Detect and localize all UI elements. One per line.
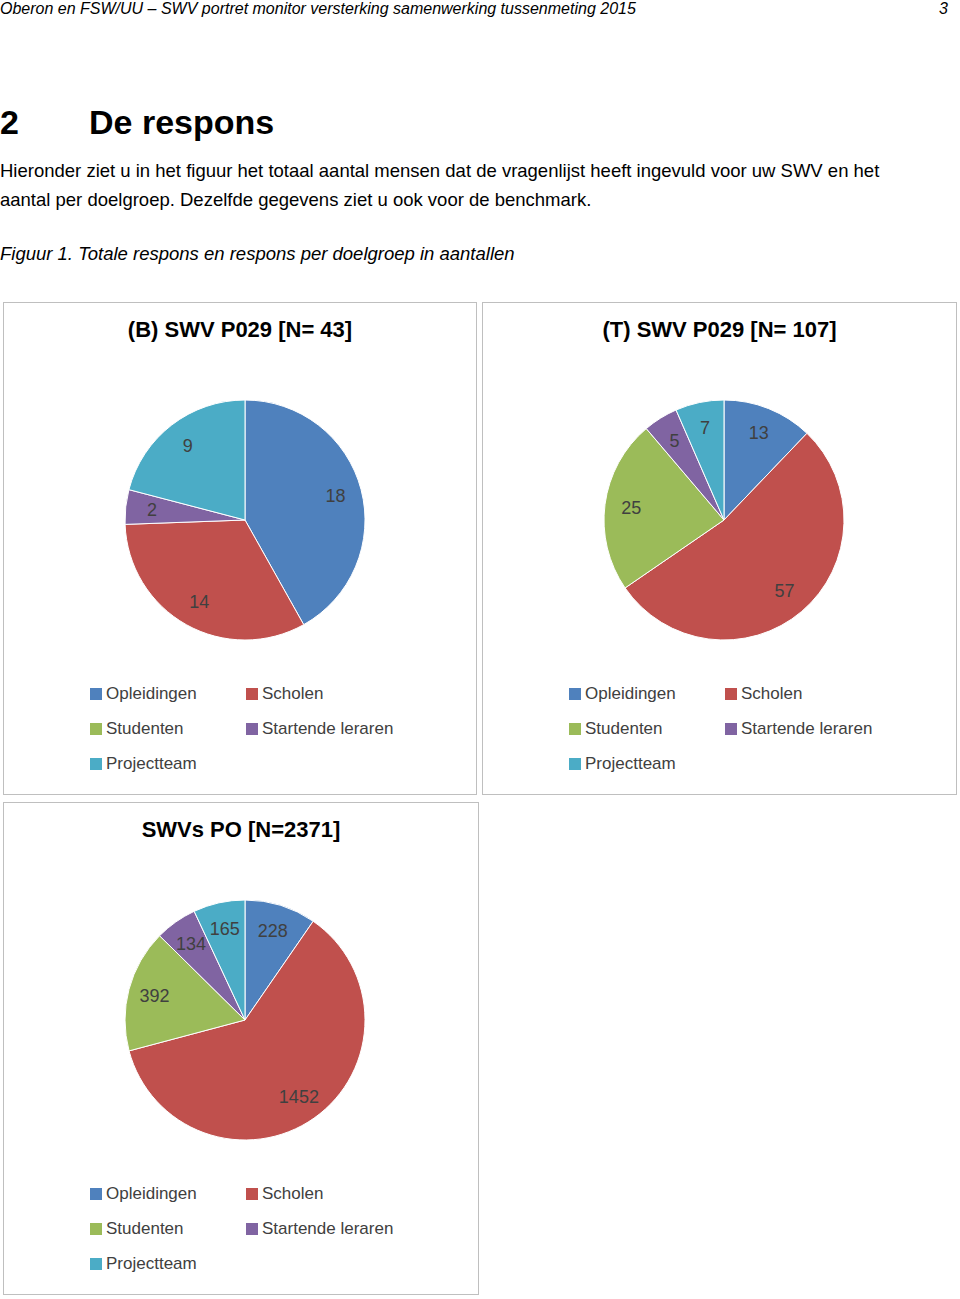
html-text:Scholen: Scholen: [262, 1184, 324, 1203]
svg-text:1452: 1452: [279, 1087, 319, 1107]
html-text:Startende leraren: Startende leraren: [262, 1219, 394, 1238]
svg-text:14: 14: [189, 592, 209, 612]
html-text:Oberon en FSW/UU – SWV portret: Oberon en FSW/UU – SWV portret monitor v…: [0, 0, 636, 17]
html-text:aantal per doelgroep. Dezelfde: aantal per doelgroep. Dezelfde gegevens …: [0, 189, 592, 210]
svg-text:228: 228: [258, 921, 288, 941]
svg-text:18: 18: [326, 486, 346, 506]
html-text:Opleidingen: Opleidingen: [585, 684, 676, 703]
html-text:(T) SWV P029 [N= 107]: (T) SWV P029 [N= 107]: [602, 317, 837, 342]
svg-text:7: 7: [700, 418, 710, 438]
html-text:De respons: De respons: [89, 103, 275, 141]
html-text:Scholen: Scholen: [741, 684, 803, 703]
svg-text:165: 165: [210, 919, 240, 939]
html-text:Figuur 1. Totale respons en re: Figuur 1. Totale respons en respons per …: [0, 243, 515, 264]
svg-text:392: 392: [139, 986, 169, 1006]
svg-text:9: 9: [183, 436, 193, 456]
html-text:Studenten: Studenten: [106, 1219, 184, 1238]
svg-text:5: 5: [669, 431, 679, 451]
svg-text:25: 25: [621, 498, 641, 518]
html-text:2: 2: [0, 103, 19, 141]
html-text:Opleidingen: Opleidingen: [106, 684, 197, 703]
svg-text:134: 134: [176, 934, 206, 954]
html-text:(B) SWV P029 [N= 43]: (B) SWV P029 [N= 43]: [127, 317, 353, 342]
svg-text:57: 57: [775, 581, 795, 601]
html-text:SWVs PO [N=2371]: SWVs PO [N=2371]: [141, 817, 341, 842]
svg-text:2: 2: [147, 500, 157, 520]
html-text:Startende leraren: Startende leraren: [262, 719, 394, 738]
html-text:Studenten: Studenten: [585, 719, 663, 738]
html-text:3: 3: [939, 0, 948, 17]
html-text:Startende leraren: Startende leraren: [741, 719, 873, 738]
html-text:Studenten: Studenten: [106, 719, 184, 738]
html-text:Projectteam: Projectteam: [106, 754, 197, 773]
html-text:Opleidingen: Opleidingen: [106, 1184, 197, 1203]
html-text:Projectteam: Projectteam: [585, 754, 676, 773]
html-text:Scholen: Scholen: [262, 684, 324, 703]
svg-text:13: 13: [749, 423, 769, 443]
html-text:Hieronder ziet u in het figuur: Hieronder ziet u in het figuur het totaa…: [0, 160, 880, 181]
html-text:Projectteam: Projectteam: [106, 1254, 197, 1273]
